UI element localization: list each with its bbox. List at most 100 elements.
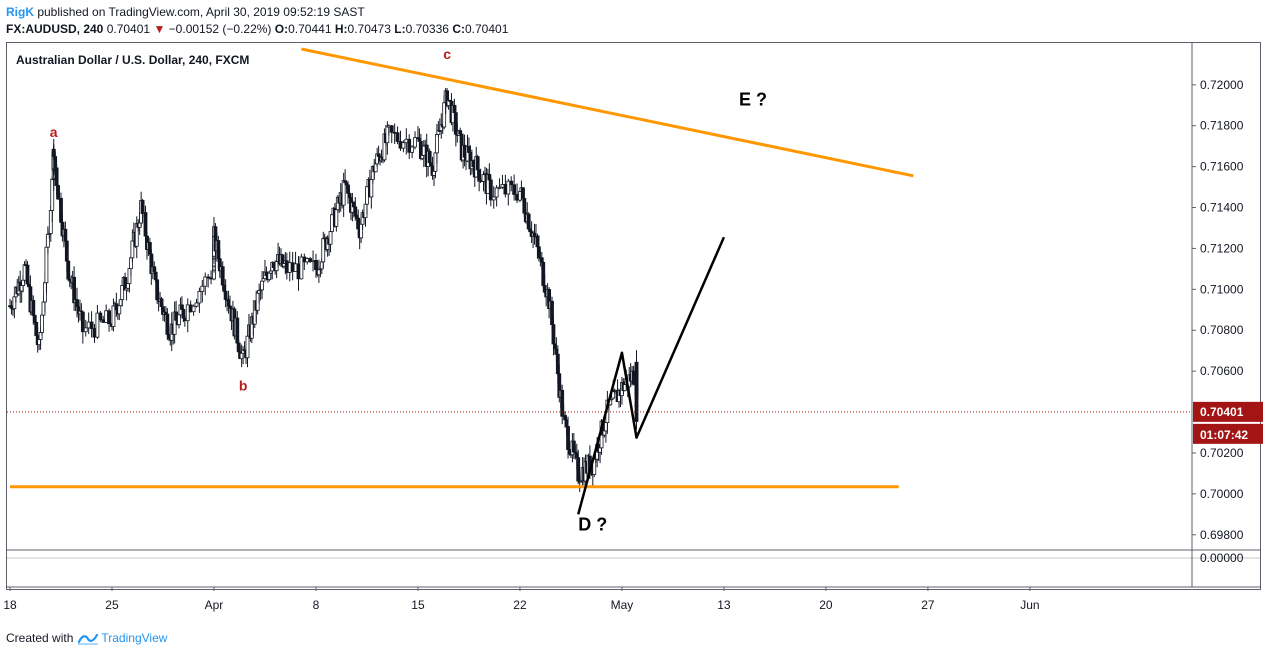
time-tick-label: Jun bbox=[1020, 598, 1039, 612]
time-axis: 18 25 Apr 8 15 22 May 13 20 27 Jun bbox=[3, 587, 1040, 612]
wave-label: c bbox=[443, 46, 451, 62]
candle-body bbox=[64, 240, 69, 262]
candle-body bbox=[63, 228, 68, 242]
created-with-text: Created with bbox=[6, 631, 74, 645]
candle-body bbox=[203, 276, 208, 287]
candle-body bbox=[407, 138, 412, 153]
countdown-badge bbox=[1193, 423, 1263, 444]
candle-body bbox=[551, 324, 556, 345]
last-value: 0.70401 bbox=[106, 22, 151, 36]
candle-body bbox=[395, 132, 400, 142]
price-tick-label: 0.71400 bbox=[1200, 201, 1244, 215]
time-tick-label: Apr bbox=[205, 598, 224, 612]
close-value: 0.70401 bbox=[464, 22, 509, 36]
wave-label: a bbox=[50, 124, 58, 140]
symbol-interval: FX:AUDUSD, 240 bbox=[6, 22, 104, 36]
candle-body bbox=[634, 414, 639, 422]
chart-title: Australian Dollar / U.S. Dollar, 240, FX… bbox=[16, 53, 250, 67]
price-tick-label: 0.70600 bbox=[1200, 364, 1244, 378]
candle-body bbox=[80, 311, 85, 333]
candle-body bbox=[458, 130, 463, 135]
price-tick-label: 0.72000 bbox=[1200, 78, 1244, 92]
candle-body bbox=[107, 310, 111, 325]
upper-resistance-trendline bbox=[301, 47, 914, 178]
high-label: H: bbox=[334, 22, 348, 36]
candle-body bbox=[98, 312, 103, 321]
candle-body bbox=[95, 312, 100, 338]
time-tick-label: 20 bbox=[819, 598, 833, 612]
candle-body bbox=[194, 302, 199, 307]
candle-body bbox=[206, 276, 211, 279]
projection-path bbox=[577, 236, 726, 515]
time-tick-label: 25 bbox=[105, 598, 119, 612]
publish-text: published on TradingView.com, April 30, … bbox=[34, 5, 365, 19]
last-price-badge bbox=[1193, 401, 1263, 422]
time-tick-label: 15 bbox=[411, 598, 425, 612]
author-name[interactable]: RigK bbox=[6, 5, 34, 19]
candle-body bbox=[31, 299, 36, 316]
open-label: O: bbox=[274, 22, 289, 36]
candle-body bbox=[54, 167, 59, 186]
candle-body bbox=[153, 271, 158, 281]
close-label: C: bbox=[452, 22, 465, 36]
candle-body bbox=[506, 180, 511, 195]
candle-body bbox=[117, 305, 122, 315]
price-tick-label: 0.71600 bbox=[1200, 160, 1244, 174]
candle-body bbox=[401, 142, 406, 149]
candle-body bbox=[89, 321, 94, 329]
candle-body bbox=[413, 137, 417, 148]
candle-body bbox=[509, 180, 514, 186]
drawings bbox=[7, 47, 1192, 515]
candle-body bbox=[334, 209, 339, 227]
wave-label: b bbox=[239, 378, 248, 394]
candle-body bbox=[491, 196, 496, 201]
candle-body bbox=[185, 304, 190, 322]
wave-label: E ? bbox=[739, 89, 767, 109]
price-tick-label: 0.69800 bbox=[1200, 528, 1244, 542]
candle-body bbox=[200, 285, 205, 292]
candle-body bbox=[260, 280, 264, 291]
publish-info: RigK published on TradingView.com, April… bbox=[6, 5, 365, 19]
candle-body bbox=[245, 335, 250, 359]
candle-body bbox=[512, 184, 517, 195]
change-value: −0.00152 (−0.22%) bbox=[168, 22, 272, 36]
candle-body bbox=[299, 256, 304, 280]
time-tick-label: May bbox=[611, 598, 634, 612]
price-tick-label: 0.71200 bbox=[1200, 241, 1244, 255]
open-value: 0.70441 bbox=[288, 22, 332, 36]
high-value: 0.70473 bbox=[347, 22, 391, 36]
candle-body bbox=[235, 317, 240, 344]
price-tick-label: 0.71800 bbox=[1200, 119, 1244, 133]
footer: Created with TradingView bbox=[6, 631, 167, 645]
time-tick-label: 22 bbox=[513, 598, 527, 612]
price-axis: 0.72000 0.71800 0.71600 0.71400 0.71200 0.710… bbox=[1192, 78, 1263, 565]
last-price-label: 0.70401 bbox=[1200, 405, 1244, 419]
time-tick-label: 18 bbox=[3, 598, 17, 612]
candle-body bbox=[51, 148, 56, 157]
candle-body bbox=[83, 327, 88, 333]
tradingview-logo-icon bbox=[78, 633, 99, 645]
ohlc-legend: FX:AUDUSD, 240 0.70401 ▼ −0.00152 (−0.22… bbox=[6, 22, 508, 36]
candle-body bbox=[475, 156, 480, 171]
candle-body bbox=[488, 179, 493, 201]
wave-label: D ? bbox=[578, 515, 607, 535]
price-tick-label: 0.71000 bbox=[1200, 282, 1244, 296]
candle-body bbox=[497, 186, 502, 189]
tradingview-brand: TradingView bbox=[101, 631, 168, 645]
chart-grid bbox=[7, 43, 1260, 588]
low-value: 0.70336 bbox=[405, 22, 449, 36]
time-tick-label: 27 bbox=[921, 598, 935, 612]
price-tick-label: 0.70000 bbox=[1200, 487, 1244, 501]
candle-body bbox=[328, 231, 333, 245]
wave-labels: a b c D ? E ? bbox=[50, 46, 767, 534]
time-tick-label: 8 bbox=[313, 598, 320, 612]
candle-body bbox=[389, 125, 394, 133]
time-tick-label: 13 bbox=[717, 598, 731, 612]
price-tick-label: 0.70200 bbox=[1200, 446, 1244, 460]
candles bbox=[8, 87, 639, 492]
countdown-label: 01:07:42 bbox=[1200, 428, 1248, 442]
candle-body bbox=[494, 187, 499, 198]
tradingview-link[interactable]: TradingView bbox=[77, 631, 167, 645]
candle-body bbox=[40, 314, 44, 333]
